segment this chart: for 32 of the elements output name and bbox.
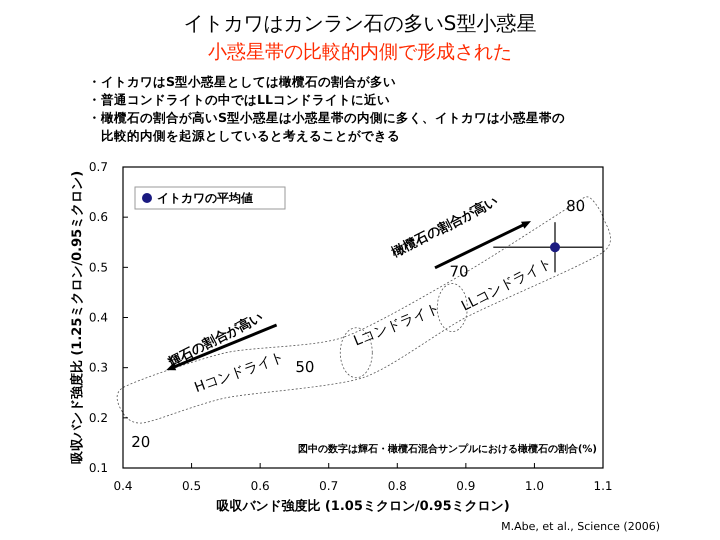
x-axis-title: 吸収バンド強度比 (1.05ミクロン/0.95ミクロン) bbox=[216, 498, 510, 514]
chart-subtitle: 小惑星帯の比較的内側で形成された bbox=[208, 41, 512, 63]
x-tick-label: 1.1 bbox=[593, 479, 613, 493]
y-tick-label: 0.2 bbox=[88, 410, 108, 425]
x-tick-label: 0.6 bbox=[250, 479, 270, 493]
text: ・普通コンドライトの中ではLLコンドライトに近い bbox=[88, 92, 390, 107]
x-tick-label: 0.5 bbox=[182, 479, 202, 493]
annotation: Lコンドライト bbox=[351, 300, 443, 350]
text: 比較的内側を起源としていると考えることができる bbox=[88, 128, 400, 143]
annotation: 図中の数字は輝石・橄欖石混合サンプルにおける橄欖石の割合(%) bbox=[298, 443, 597, 455]
y-tick-label: 0.1 bbox=[88, 461, 108, 475]
text: ・イトカワはS型小惑星としては橄欖石の割合が多い bbox=[88, 74, 396, 89]
text: ・橄欖石の割合が高いS型小惑星は小惑星帯の内側に多く、イトカワは小惑星帯の bbox=[88, 110, 566, 125]
chart-title: イトカワはカンラン石の多いS型小惑星 bbox=[184, 11, 536, 35]
y-tick-label: 0.5 bbox=[88, 260, 108, 274]
annotation: 70 bbox=[449, 262, 469, 280]
text: M.Abe, et al., Science (2006) bbox=[501, 520, 660, 533]
y-tick-label: 0.7 bbox=[88, 160, 108, 174]
y-axis-title: 吸収バンド強度比 (1.25ミクロン/0.95ミクロン) bbox=[69, 170, 85, 464]
y-tick-label: 0.4 bbox=[88, 310, 108, 324]
legend-label: イトカワの平均値 bbox=[157, 191, 253, 205]
x-tick-label: 0.4 bbox=[113, 479, 133, 493]
y-tick-label: 0.6 bbox=[88, 210, 108, 224]
x-tick-label: 1.0 bbox=[524, 479, 544, 493]
annotation: 80 bbox=[566, 197, 586, 216]
y-tick-label: 0.3 bbox=[88, 360, 108, 375]
x-tick-label: 0.7 bbox=[319, 479, 338, 493]
annotation: 20 bbox=[131, 433, 150, 452]
annotation: 50 bbox=[295, 358, 314, 376]
x-tick-label: 0.9 bbox=[456, 479, 476, 493]
annotation: 橄欖石の割合が高い bbox=[388, 193, 501, 261]
x-tick-label: 0.8 bbox=[388, 479, 407, 493]
